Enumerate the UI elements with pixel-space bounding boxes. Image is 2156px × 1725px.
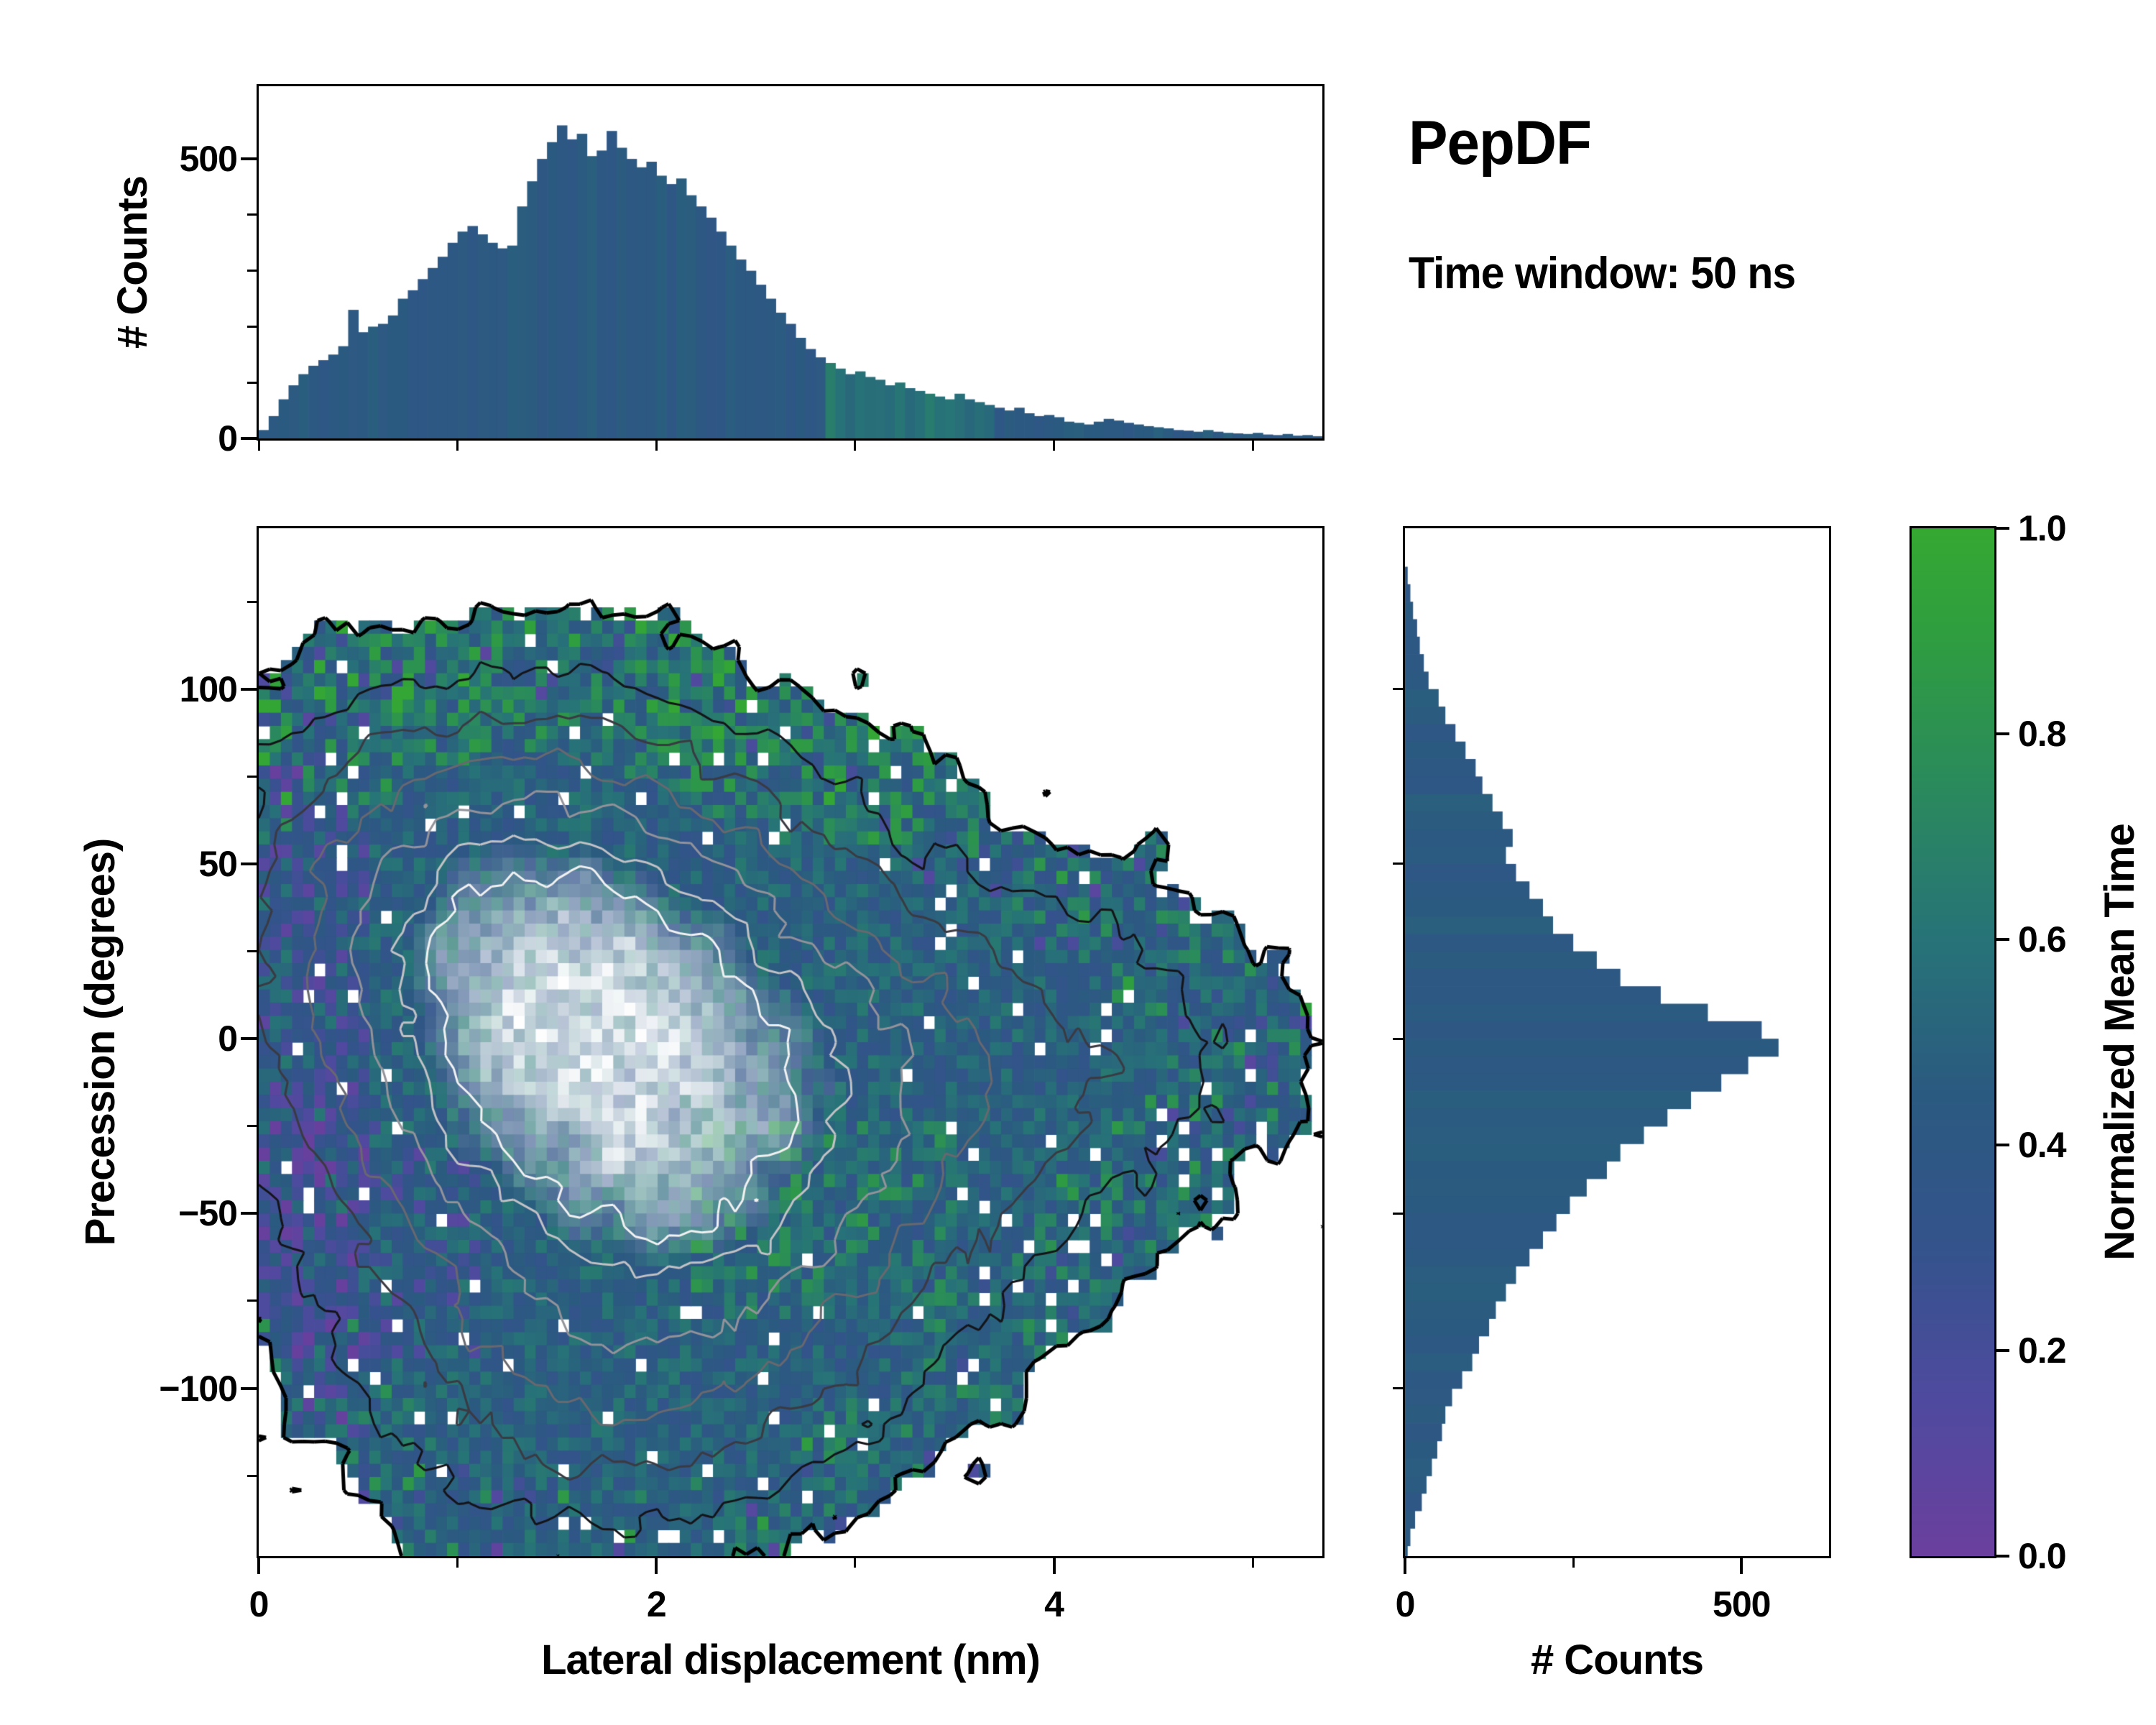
tick-mark — [247, 381, 257, 384]
tick-mark — [1251, 1558, 1254, 1568]
colorbar-tick-label: 0.0 — [2018, 1536, 2067, 1576]
main-y-tick-label: 100 — [179, 668, 238, 709]
tick-mark — [247, 775, 257, 778]
tick-mark — [247, 325, 257, 328]
top-histogram-panel — [257, 84, 1325, 441]
main-x-tick-label: 0 — [249, 1584, 270, 1624]
tick-mark — [247, 1300, 257, 1302]
colorbar-tick-label: 1.0 — [2018, 508, 2067, 548]
tick-mark — [655, 441, 658, 451]
joint-heatmap-panel — [257, 526, 1325, 1558]
tick-mark — [241, 437, 257, 440]
colorbar-tick-label: 0.8 — [2018, 714, 2067, 754]
tick-mark — [1052, 1558, 1056, 1574]
tick-mark — [247, 1474, 257, 1477]
tick-mark — [1996, 1349, 2009, 1352]
tick-mark — [1996, 732, 2009, 735]
tick-mark — [854, 1558, 857, 1568]
main-x-tick-label: 4 — [1044, 1584, 1064, 1624]
tick-mark — [241, 862, 257, 865]
tick-mark — [1572, 1558, 1575, 1568]
main-x-tick-label: 2 — [646, 1584, 667, 1624]
tick-mark — [1393, 1037, 1403, 1040]
tick-mark — [241, 157, 257, 161]
tick-mark — [247, 1125, 257, 1128]
tick-mark — [1740, 1558, 1743, 1574]
tick-mark — [257, 441, 260, 451]
tick-mark — [1996, 527, 2009, 530]
tick-mark — [1996, 1555, 2009, 1558]
tick-mark — [241, 1386, 257, 1390]
right-histogram-panel — [1403, 526, 1831, 1558]
tick-mark — [456, 441, 459, 451]
tick-mark — [1404, 1558, 1406, 1574]
main-y-tick-label: 0 — [218, 1018, 238, 1059]
tick-mark — [257, 1558, 260, 1574]
colorbar-tick-label: 0.6 — [2018, 919, 2067, 960]
top-ylabel: # Counts — [109, 175, 156, 349]
main-xlabel: Lateral displacement (nm) — [541, 1637, 1041, 1683]
joint-heatmap-canvas — [259, 528, 1322, 1556]
tick-mark — [241, 687, 257, 691]
tick-mark — [1393, 688, 1403, 691]
tick-mark — [247, 950, 257, 953]
main-y-tick-label: 50 — [198, 843, 238, 884]
tick-mark — [1996, 938, 2009, 941]
tick-mark — [247, 600, 257, 603]
main-y-tick-label: −100 — [159, 1368, 238, 1409]
tick-mark — [241, 1037, 257, 1041]
tick-mark — [241, 1212, 257, 1215]
top-y-tick-label: 500 — [179, 139, 238, 180]
tick-mark — [655, 1558, 658, 1574]
figure-title: PepDF — [1409, 109, 1592, 178]
time-window-label: Time window: 50 ns — [1409, 249, 1796, 298]
top-y-tick-label: 0 — [218, 418, 238, 459]
tick-mark — [1996, 1144, 2009, 1146]
right-histogram-canvas — [1405, 528, 1829, 1556]
colorbar-tick-label: 0.2 — [2018, 1330, 2067, 1371]
right-xlabel: # Counts — [1530, 1637, 1704, 1683]
tick-mark — [1393, 1212, 1403, 1215]
tick-mark — [456, 1558, 459, 1568]
tick-mark — [247, 270, 257, 272]
tick-mark — [1053, 441, 1056, 451]
colorbar-label: Normalized Mean Time — [2096, 824, 2143, 1261]
colorbar-panel — [1909, 526, 1996, 1558]
tick-mark — [1393, 862, 1403, 865]
colorbar-canvas — [1912, 528, 1994, 1556]
tick-mark — [247, 213, 257, 216]
tick-mark — [1393, 1387, 1403, 1390]
right-x-tick-label: 0 — [1395, 1584, 1416, 1624]
main-y-tick-label: −50 — [178, 1193, 238, 1234]
colorbar-tick-label: 0.4 — [2018, 1125, 2067, 1165]
tick-mark — [1251, 441, 1254, 451]
top-histogram-canvas — [259, 86, 1322, 438]
right-x-tick-label: 500 — [1713, 1584, 1771, 1624]
tick-mark — [854, 441, 857, 451]
